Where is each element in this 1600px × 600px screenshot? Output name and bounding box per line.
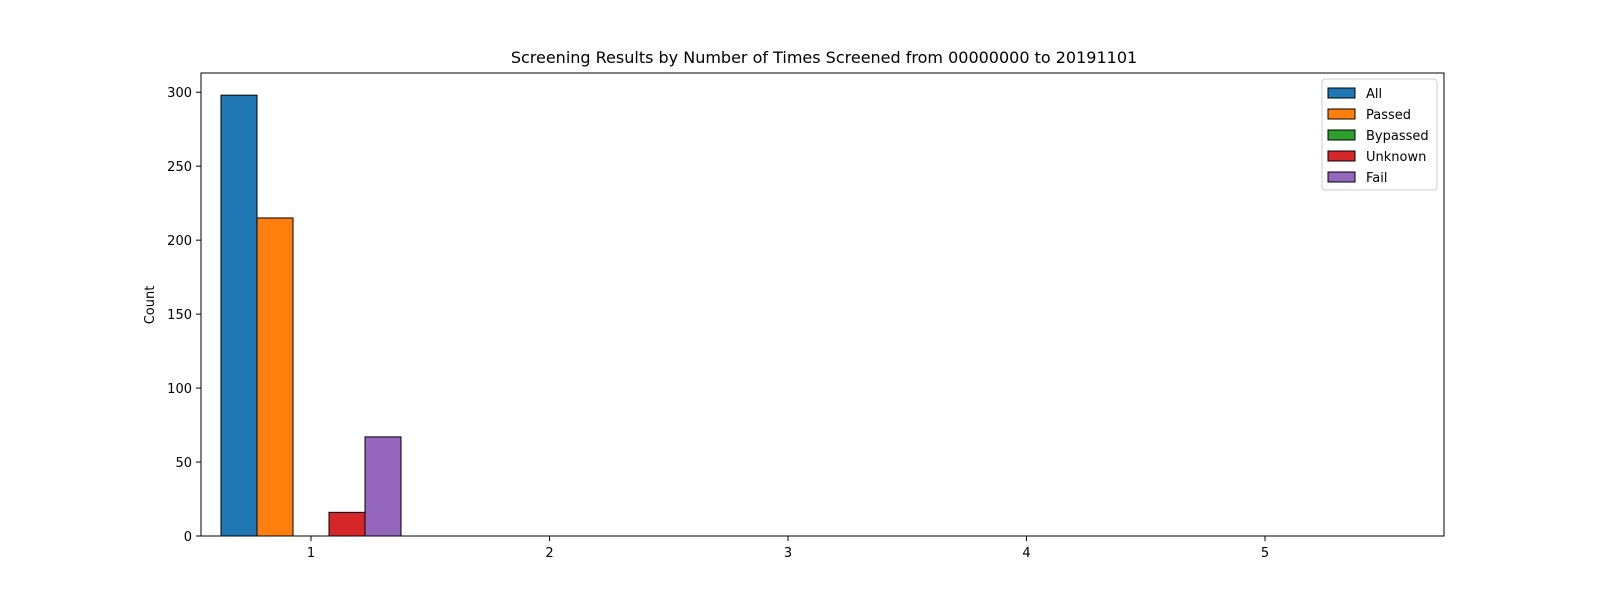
legend-label-fail: Fail [1366, 171, 1387, 186]
x-tick-label: 3 [784, 546, 792, 561]
legend-swatch-passed [1327, 108, 1356, 120]
bar-unknown-1 [328, 511, 366, 537]
legend-label-bypassed: Bypassed [1366, 129, 1429, 144]
legend-label-unknown: Unknown [1366, 150, 1426, 165]
x-tick-label: 5 [1261, 546, 1269, 561]
bar-fail-1 [364, 436, 402, 537]
y-tick-label: 100 [167, 382, 192, 397]
y-axis-label: Count [143, 286, 158, 325]
y-tick-label: 200 [167, 234, 192, 249]
y-tick-label: 50 [175, 456, 192, 471]
legend-swatch-bypassed [1327, 129, 1356, 141]
y-tick-label: 150 [167, 308, 192, 323]
y-tick-label: 250 [167, 160, 192, 175]
legend-label-passed: Passed [1366, 108, 1411, 123]
legend: All Passed Bypassed Unknown Fail [1321, 78, 1438, 191]
x-tick-label: 2 [545, 546, 553, 561]
legend-swatch-unknown [1327, 150, 1356, 162]
x-tick-label: 4 [1022, 546, 1030, 561]
bar-passed-1 [256, 217, 294, 537]
legend-box [1321, 78, 1438, 191]
legend-swatch-fail [1327, 171, 1356, 183]
x-tick-label: 1 [307, 546, 315, 561]
bar-all-1 [220, 94, 258, 537]
y-tick-label: 300 [167, 86, 192, 101]
plot-frame [200, 72, 1445, 537]
plot-area: 0 50 100 150 200 250 300 1 2 3 4 5 [167, 72, 1445, 561]
y-tick-label: 0 [184, 530, 192, 545]
chart-title: Screening Results by Number of Times Scr… [511, 48, 1137, 67]
legend-swatch-all [1327, 87, 1356, 99]
legend-label-all: All [1366, 87, 1382, 102]
